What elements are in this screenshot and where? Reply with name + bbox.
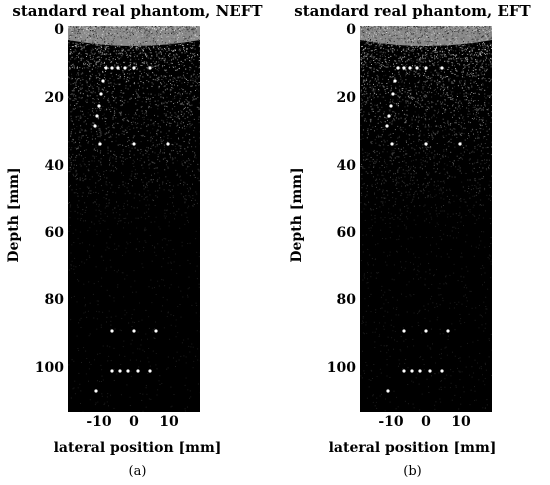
- panel-caption: (a): [128, 464, 147, 479]
- point-target: [104, 66, 108, 70]
- y-tick-100: 100: [34, 360, 64, 376]
- point-target: [136, 369, 140, 373]
- point-target: [101, 79, 105, 83]
- point-target: [132, 329, 136, 333]
- point-target: [132, 66, 136, 70]
- y-tick-0: 0: [346, 22, 356, 38]
- y-tick-40: 40: [336, 158, 356, 174]
- panel-title: standard real phantom, EFT: [294, 2, 531, 20]
- x-tick-0: 0: [129, 414, 139, 430]
- point-target: [390, 142, 394, 146]
- point-target: [402, 66, 406, 70]
- x-axis-label: lateral position [mm]: [328, 440, 497, 456]
- point-target: [410, 369, 414, 373]
- x-tick-10: 10: [159, 414, 179, 430]
- x-tick-minus10: -10: [378, 414, 404, 430]
- point-target: [402, 329, 406, 333]
- panel-b: standard real phantom, EFT Depth [mm] 0 …: [275, 0, 550, 485]
- point-target: [110, 66, 114, 70]
- y-tick-20: 20: [336, 90, 356, 106]
- point-target: [386, 389, 390, 393]
- point-target: [440, 66, 444, 70]
- point-target: [446, 329, 450, 333]
- point-target: [415, 66, 419, 70]
- y-tick-80: 80: [44, 292, 64, 308]
- point-target: [123, 66, 127, 70]
- panel-title: standard real phantom, NEFT: [12, 2, 263, 20]
- point-target: [424, 142, 428, 146]
- panel-a: standard real phantom, NEFT Depth [mm] 0…: [6, 2, 263, 479]
- y-tick-20: 20: [44, 90, 64, 106]
- point-target: [402, 369, 406, 373]
- point-target: [387, 114, 391, 118]
- ultrasound-image: [360, 26, 492, 412]
- point-target: [118, 369, 122, 373]
- y-tick-60: 60: [336, 225, 356, 241]
- y-tick-80: 80: [336, 292, 356, 308]
- point-target: [110, 329, 114, 333]
- point-target: [99, 92, 103, 96]
- point-target: [385, 124, 389, 128]
- point-target: [132, 142, 136, 146]
- point-target: [116, 66, 120, 70]
- point-target: [418, 369, 422, 373]
- point-target: [389, 104, 393, 108]
- y-tick-40: 40: [44, 158, 64, 174]
- ultrasound-image: [68, 26, 200, 412]
- x-tick-minus10: -10: [86, 414, 112, 430]
- point-target: [126, 369, 130, 373]
- point-target: [148, 66, 152, 70]
- x-axis-label: lateral position [mm]: [53, 440, 222, 456]
- x-tick-10: 10: [451, 414, 471, 430]
- y-tick-0: 0: [54, 22, 64, 38]
- point-target: [440, 369, 444, 373]
- point-target: [408, 66, 412, 70]
- point-target: [391, 92, 395, 96]
- y-tick-60: 60: [44, 225, 64, 241]
- point-target: [93, 124, 97, 128]
- point-target: [166, 142, 170, 146]
- point-target: [97, 104, 101, 108]
- point-target: [393, 79, 397, 83]
- point-target: [424, 66, 428, 70]
- panel-caption: (b): [403, 464, 422, 479]
- point-target: [95, 114, 99, 118]
- point-target: [154, 329, 158, 333]
- point-target: [98, 142, 102, 146]
- point-target: [94, 389, 98, 393]
- point-target: [110, 369, 114, 373]
- point-target: [458, 142, 462, 146]
- x-tick-0: 0: [421, 414, 431, 430]
- point-target: [148, 369, 152, 373]
- point-target: [424, 329, 428, 333]
- y-tick-100: 100: [326, 360, 356, 376]
- point-target: [396, 66, 400, 70]
- point-target: [428, 369, 432, 373]
